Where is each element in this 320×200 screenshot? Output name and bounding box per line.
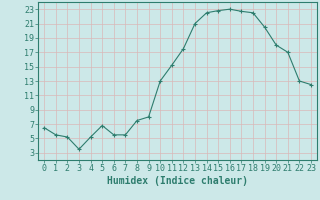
- X-axis label: Humidex (Indice chaleur): Humidex (Indice chaleur): [107, 176, 248, 186]
